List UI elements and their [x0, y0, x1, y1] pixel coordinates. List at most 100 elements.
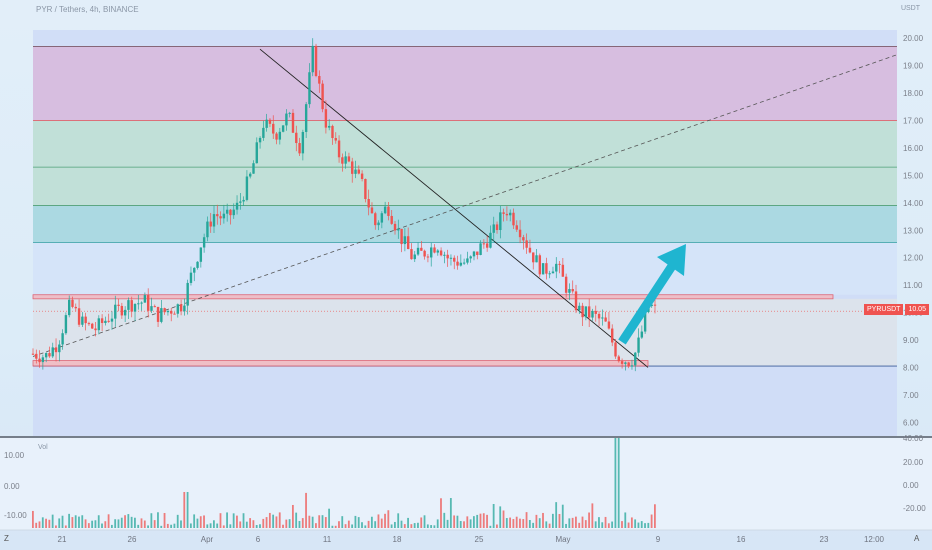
candle-body — [370, 207, 374, 214]
volume-bar — [535, 514, 538, 528]
candle-body — [367, 199, 370, 208]
volume-bar — [74, 515, 77, 528]
candle-body — [410, 249, 413, 260]
volume-bar — [331, 525, 334, 528]
zone-teal — [33, 205, 897, 243]
volume-bar — [496, 524, 498, 528]
volume-bar — [621, 521, 623, 528]
volume-bar — [78, 516, 80, 528]
volume-bar — [357, 517, 360, 528]
volume-bar — [515, 516, 518, 528]
volume-bar — [213, 520, 215, 528]
candle-body — [252, 163, 255, 174]
volume-bar — [259, 524, 261, 528]
candle-body — [77, 308, 81, 325]
volume-bar — [551, 513, 554, 528]
volume-bar — [607, 523, 610, 528]
volume-bar — [206, 524, 209, 528]
candle-body — [54, 347, 58, 353]
volume-bar — [430, 525, 433, 528]
candle-body — [255, 142, 258, 164]
volume-bar — [236, 515, 238, 528]
volume-bar — [588, 512, 590, 528]
candle-body — [133, 304, 137, 312]
volume-bar — [624, 512, 627, 528]
candle-body — [51, 347, 54, 357]
x-tick-label: 16 — [737, 535, 746, 544]
volume-bar — [245, 521, 248, 528]
volume-bar — [380, 518, 383, 528]
zoom-corner-left[interactable]: Z — [4, 534, 9, 543]
volume-bar — [400, 520, 403, 528]
volume-bar — [634, 519, 637, 528]
volume-bar — [321, 515, 324, 528]
volume-bar — [255, 525, 258, 528]
candle-body — [446, 254, 449, 259]
volume-bar — [324, 517, 327, 528]
candle-body — [601, 317, 604, 319]
volume-bar — [301, 518, 304, 528]
volume-bar — [64, 525, 67, 528]
candle-body — [472, 251, 476, 257]
candle-body — [216, 214, 219, 217]
candle-body — [522, 237, 525, 241]
volume-bar — [209, 523, 212, 528]
symbol-title: PYR / Tethers, 4h, BINANCE — [36, 5, 139, 14]
candle-body — [587, 306, 591, 318]
y-tick-label: 8.00 — [903, 363, 919, 372]
volume-bar — [433, 525, 436, 528]
candle-body — [551, 271, 555, 274]
volume-bar — [644, 523, 646, 528]
candle-body — [87, 323, 91, 325]
candle-body — [206, 221, 209, 238]
volume-bar — [120, 517, 123, 528]
volume-bar — [226, 512, 228, 528]
volume-bar — [351, 524, 354, 528]
candle-body — [627, 362, 630, 367]
x-tick-label: Apr — [201, 535, 214, 544]
volume-y-tick-right: 0.00 — [903, 481, 919, 490]
candle-body — [515, 225, 518, 230]
volume-bar — [51, 514, 54, 528]
volume-y-tick-right: -20.00 — [903, 504, 926, 513]
candle-body — [594, 310, 597, 314]
candle-body — [403, 236, 407, 245]
volume-bar — [502, 510, 505, 528]
candle-body — [249, 173, 252, 177]
candle-body — [153, 306, 156, 308]
volume-bar — [222, 525, 225, 528]
volume-bar — [87, 523, 90, 528]
candle-body — [81, 316, 84, 325]
candle-body — [301, 131, 305, 154]
volume-bar — [35, 522, 38, 528]
candle-body — [183, 305, 186, 312]
volume-bar — [124, 515, 126, 528]
candle-body — [242, 199, 245, 202]
volume-bar — [94, 520, 97, 528]
volume-bar — [361, 522, 363, 528]
x-tick-label: 18 — [393, 535, 402, 544]
candle-body — [357, 169, 361, 174]
volume-bar — [180, 520, 182, 528]
candle-body — [304, 104, 308, 132]
candle-body — [354, 169, 357, 174]
candle-body — [489, 232, 492, 248]
candle-body — [104, 320, 107, 323]
candle-body — [48, 353, 51, 357]
volume-bar — [328, 508, 330, 528]
volume-bar — [298, 520, 301, 528]
volume-bar — [489, 525, 492, 528]
volume-bar — [347, 520, 350, 528]
volume-bar — [637, 522, 640, 528]
candle-body — [555, 263, 558, 272]
candle-body — [222, 213, 226, 219]
auto-scale-corner[interactable]: A — [914, 534, 920, 543]
volume-bar — [134, 517, 136, 528]
candle-body — [331, 125, 334, 139]
candle-body — [430, 247, 433, 258]
candle-body — [462, 262, 466, 264]
candle-body — [564, 276, 568, 293]
candle-body — [199, 247, 203, 262]
volume-bar — [377, 514, 380, 528]
